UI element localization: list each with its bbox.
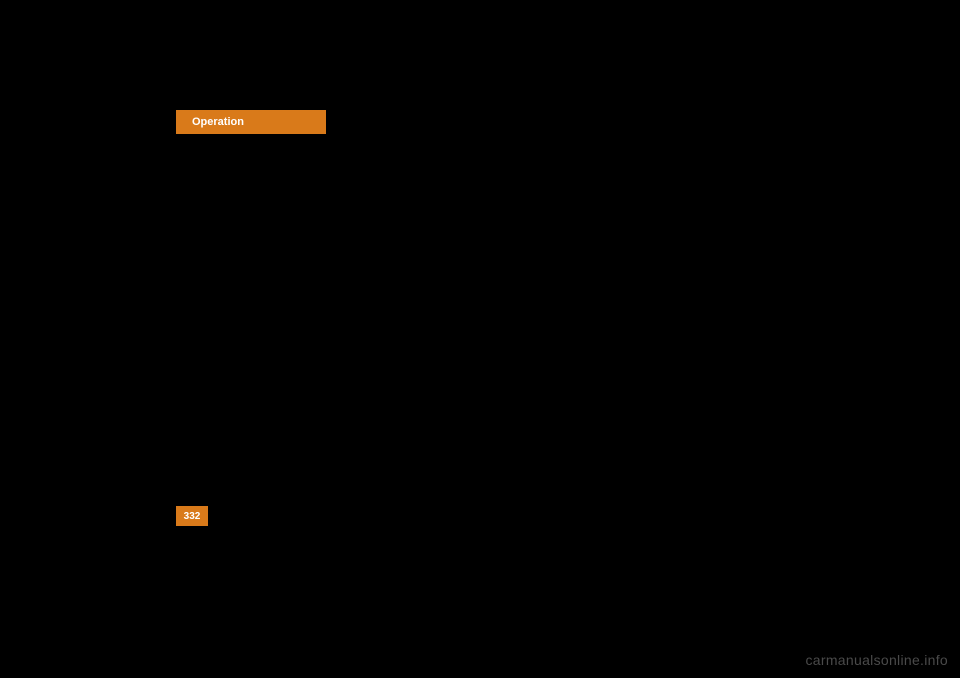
watermark-text: carmanualsonline.info <box>806 652 949 668</box>
section-header-label: Operation <box>192 116 244 128</box>
page-number-tab: 332 <box>176 506 208 526</box>
manual-page: Operation 332 <box>120 60 840 580</box>
section-header-tab: Operation <box>176 110 326 134</box>
page-number-label: 332 <box>184 511 201 522</box>
